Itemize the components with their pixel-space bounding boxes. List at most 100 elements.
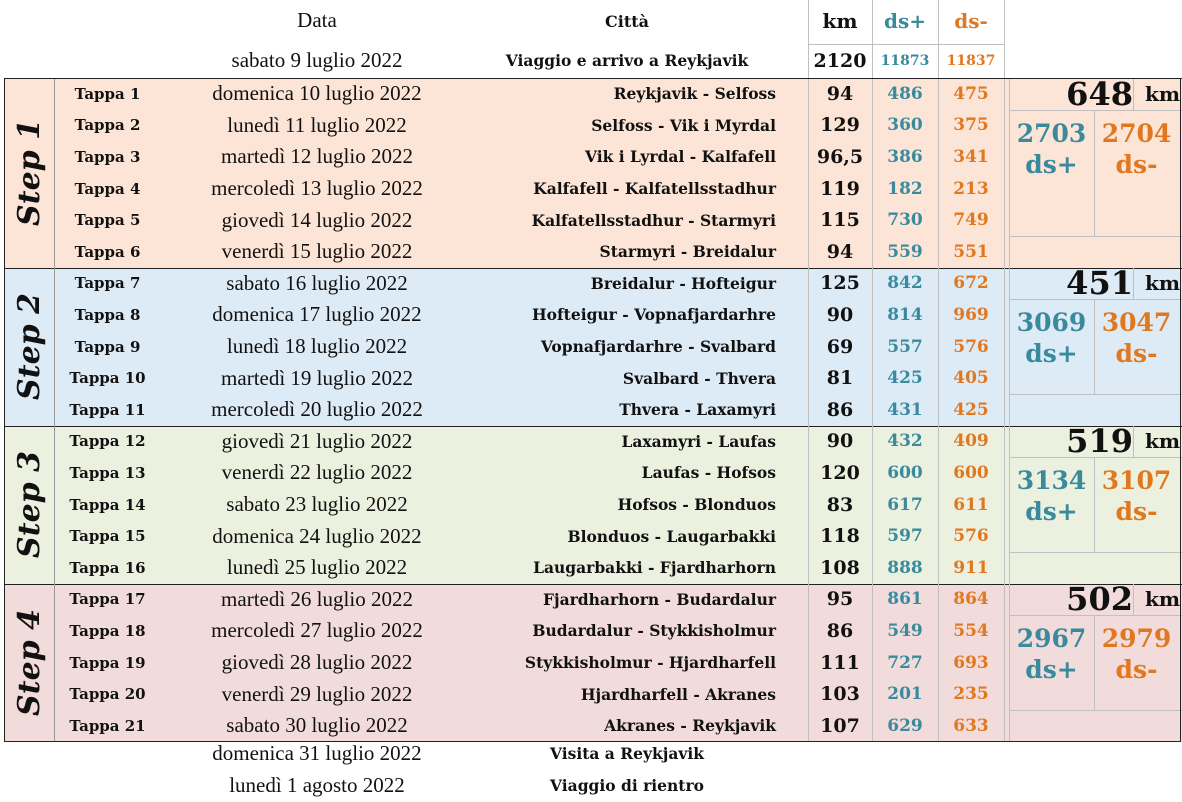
tappa-km: 94 bbox=[826, 82, 854, 105]
tappa-dsp: 559 bbox=[887, 241, 923, 262]
tappa-route: Reykjavik - Selfoss bbox=[613, 84, 776, 104]
tappa-label: Tappa 2 bbox=[74, 116, 141, 135]
tappa-dsm: 600 bbox=[953, 462, 989, 483]
grid-line bbox=[1094, 299, 1095, 394]
step-total-dsm-value: 3047 bbox=[1101, 308, 1172, 338]
tappa-dsp: 597 bbox=[887, 526, 923, 547]
step-label-text: Step 1 bbox=[11, 119, 47, 227]
tappa-label: Tappa 16 bbox=[69, 558, 146, 577]
grid-line bbox=[1009, 236, 1182, 237]
tappa-route: Laxamyri - Laufas bbox=[621, 431, 776, 451]
grid-line bbox=[1133, 583, 1134, 616]
tappa-date: mercoledì 20 luglio 2022 bbox=[211, 397, 423, 422]
step-total-km-unit: km bbox=[1144, 429, 1180, 454]
tappa-route: Hofteigur - Vopnafjardarhre bbox=[532, 305, 776, 325]
tappa-label: Tappa 13 bbox=[69, 463, 146, 482]
tappa-dsp: 617 bbox=[887, 494, 923, 515]
tappa-dsm: 576 bbox=[953, 336, 989, 357]
step-total-km-value: 648 bbox=[1066, 74, 1133, 113]
tappa-route: Stykkisholmur - Hjardharfell bbox=[524, 653, 776, 673]
table-row: Tappa 11 mercoledì 20 luglio 2022 Thvera -… bbox=[55, 394, 1009, 426]
step-block bbox=[4, 78, 1182, 268]
tappa-label: Tappa 7 bbox=[74, 274, 141, 293]
tappa-label: Tappa 12 bbox=[69, 432, 146, 451]
step-total-dsm-label: ds- bbox=[1115, 655, 1158, 685]
tappa-km: 86 bbox=[826, 619, 854, 642]
footer-row: lunedì 1 agosto 2022 Viaggio di rientro bbox=[55, 770, 1009, 802]
tappa-km: 86 bbox=[826, 398, 854, 421]
table-row: Tappa 12 giovedì 21 luglio 2022 Laxamyri -… bbox=[55, 426, 1009, 458]
table-row: Tappa 13 venerdì 22 luglio 2022 Laufas - H… bbox=[55, 457, 1009, 489]
step-total-dsp-value: 3069 bbox=[1016, 308, 1087, 338]
step-total-dsm-value: 2704 bbox=[1101, 118, 1172, 148]
table-row: Tappa 9 lunedì 18 luglio 2022 Vopnafjardar… bbox=[55, 331, 1009, 363]
tappa-km: 115 bbox=[820, 209, 860, 232]
tappa-dsp: 432 bbox=[887, 431, 923, 452]
tappa-route: Breidalur - Hofteigur bbox=[590, 273, 776, 293]
tappa-km: 111 bbox=[820, 651, 860, 674]
step-total-dsp-value: 2703 bbox=[1016, 118, 1087, 148]
tappa-date: martedì 12 luglio 2022 bbox=[221, 144, 413, 169]
tappa-dsm: 341 bbox=[953, 146, 989, 167]
tappa-dsp: 814 bbox=[887, 304, 923, 325]
grid-line bbox=[1009, 394, 1182, 395]
tappa-label: Tappa 17 bbox=[69, 590, 146, 609]
tappa-km: 83 bbox=[826, 493, 854, 516]
step-total-dsp-label: ds+ bbox=[1025, 149, 1078, 179]
tappa-dsp: 201 bbox=[887, 684, 923, 705]
tappa-label: Tappa 4 bbox=[74, 179, 141, 198]
step-total-dsm: 2979 ds- bbox=[1094, 623, 1179, 685]
step-total-dsm-label: ds- bbox=[1115, 149, 1158, 179]
tappa-dsp: 730 bbox=[887, 210, 923, 231]
tappa-date: giovedì 21 luglio 2022 bbox=[221, 428, 413, 453]
tappa-dsp: 182 bbox=[887, 178, 923, 199]
grid-line bbox=[1009, 299, 1182, 301]
tappa-km: 107 bbox=[820, 714, 860, 737]
grid-line bbox=[872, 0, 873, 742]
tappa-dsm: 405 bbox=[953, 368, 989, 389]
tappa-dsm: 749 bbox=[953, 210, 989, 231]
tappa-dsp: 425 bbox=[887, 368, 923, 389]
grid-line bbox=[1094, 457, 1095, 552]
tappa-label: Tappa 18 bbox=[69, 621, 146, 640]
step-total-km-value: 519 bbox=[1066, 422, 1133, 461]
tappa-route: Fjardharhorn - Budardalur bbox=[542, 589, 776, 609]
arrival-row: sabato 9 luglio 2022 Viaggio e arrivo a … bbox=[55, 45, 1009, 77]
tappa-date: lunedì 11 luglio 2022 bbox=[227, 112, 407, 137]
grid-line bbox=[1009, 78, 1010, 742]
step-total-km: 519 km bbox=[1009, 422, 1180, 460]
tappa-dsm: 693 bbox=[953, 652, 989, 673]
arrival-route: Viaggio e arrivo a Reykjavik bbox=[505, 51, 749, 71]
table-row: Tappa 21 sabato 30 luglio 2022 Akranes - R… bbox=[55, 710, 1009, 742]
footer-route: Visita a Reykjavik bbox=[549, 744, 705, 764]
step-total-km-value: 502 bbox=[1066, 580, 1133, 619]
tappa-dsm: 213 bbox=[953, 178, 989, 199]
grid-line bbox=[808, 44, 1004, 45]
tappa-dsp: 557 bbox=[887, 336, 923, 357]
tappa-km: 69 bbox=[826, 335, 854, 358]
step-total-km-unit: km bbox=[1144, 587, 1180, 612]
grid-line bbox=[1009, 457, 1182, 459]
tappa-km: 90 bbox=[826, 430, 854, 453]
grid-line bbox=[808, 0, 809, 742]
tappa-km: 96,5 bbox=[816, 145, 864, 168]
step-block bbox=[4, 583, 1182, 742]
grid-line bbox=[54, 78, 55, 742]
table-row: Tappa 14 sabato 23 luglio 2022 Hofsos - Bl… bbox=[55, 489, 1009, 521]
tappa-date: martedì 19 luglio 2022 bbox=[221, 365, 413, 390]
step-total-dsp: 2967 ds+ bbox=[1009, 623, 1094, 685]
footer-row: domenica 31 luglio 2022 Visita a Reykjav… bbox=[55, 738, 1009, 770]
tappa-dsp: 549 bbox=[887, 620, 923, 641]
table-row: Tappa 20 venerdì 29 luglio 2022 Hjardharfe… bbox=[55, 678, 1009, 710]
step-total-dsm-label: ds- bbox=[1115, 339, 1158, 369]
header-dsm: ds- bbox=[954, 9, 988, 33]
grid-line bbox=[1009, 552, 1182, 553]
tappa-date: domenica 24 luglio 2022 bbox=[212, 523, 422, 548]
step-label: Step 1 bbox=[4, 78, 54, 268]
tappa-km: 129 bbox=[820, 114, 860, 137]
tappa-date: sabato 23 luglio 2022 bbox=[226, 492, 408, 517]
tappa-dsp: 861 bbox=[887, 589, 923, 610]
grid-line bbox=[1009, 710, 1182, 711]
tappa-route: Blonduos - Laugarbakki bbox=[567, 526, 776, 546]
step-total-dsp-value: 2967 bbox=[1016, 624, 1087, 654]
